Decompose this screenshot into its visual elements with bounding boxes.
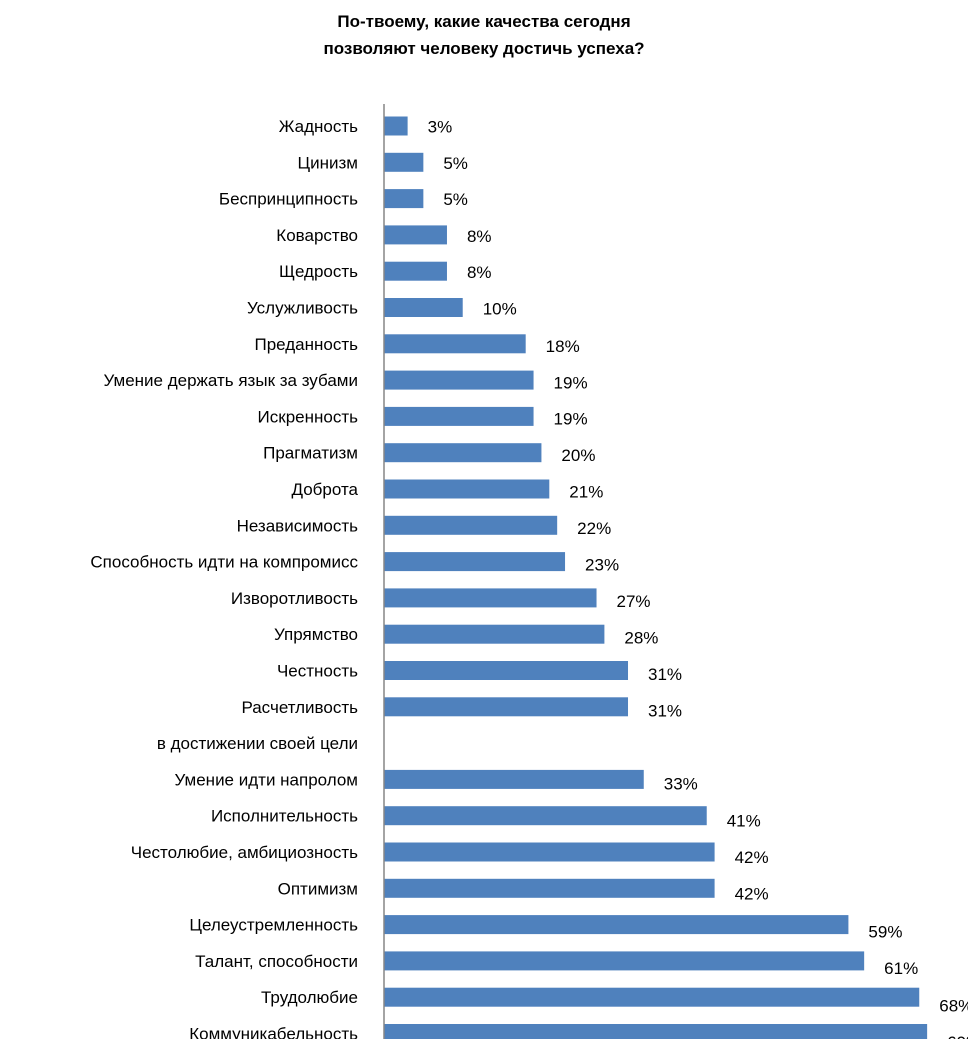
data-label: 3% [428, 117, 453, 136]
data-label: 23% [585, 555, 619, 574]
data-label: 8% [467, 263, 492, 282]
category-label: Беспринципность [219, 190, 358, 209]
bar [384, 116, 408, 136]
bar [384, 697, 629, 717]
bar [384, 189, 424, 209]
data-label: 61% [884, 959, 918, 978]
category-label: Способность идти на компромисс [90, 553, 358, 572]
bar [384, 479, 550, 499]
bar [384, 261, 447, 281]
data-label: 33% [664, 774, 698, 793]
bar [384, 152, 424, 172]
bar [384, 225, 447, 245]
category-label: Коварство [276, 226, 358, 245]
bar [384, 552, 566, 572]
category-label: Расчетливость [241, 698, 358, 717]
bar [384, 334, 526, 354]
bar [384, 951, 865, 971]
category-label: Цинизм [298, 153, 358, 172]
category-label: Умение держать язык за зубами [103, 371, 358, 390]
value-labels: 3% 5% 5% 8% 8% 10% 18% 19% 19% 20% 21% 22% 23% 27% 28%… [428, 117, 968, 1039]
category-label: Доброта [292, 480, 359, 499]
bar [384, 588, 597, 608]
category-label: Честолюбие, амбициозность [131, 843, 358, 862]
data-label: 20% [561, 446, 595, 465]
bar [384, 370, 534, 390]
category-label: Изворотливость [231, 589, 358, 608]
bar [384, 406, 534, 426]
data-label: 68% [939, 996, 968, 1015]
data-label: 21% [569, 483, 603, 502]
bar [384, 915, 849, 935]
data-label: 22% [577, 519, 611, 538]
data-label: 19% [554, 410, 588, 429]
category-labels: Жадность Цинизм Беспринципность Коварство Ще… [90, 117, 358, 1039]
category-label: Честность [277, 662, 358, 681]
data-label: 59% [868, 923, 902, 942]
bar [384, 806, 707, 826]
category-label: Целеустремленность [189, 916, 358, 935]
bar [384, 842, 715, 862]
data-label: 5% [443, 154, 468, 173]
bar [384, 1024, 928, 1039]
category-label: Умение идти напролом [175, 770, 359, 789]
category-label: Искренность [258, 407, 359, 426]
category-label: Трудолюбие [261, 988, 358, 1007]
category-label: Жадность [279, 117, 358, 136]
category-label: Щедрость [279, 262, 358, 281]
bar [384, 987, 920, 1007]
category-label: в достижении своей цели [157, 734, 358, 753]
bar [384, 661, 629, 680]
category-label: Преданность [254, 335, 358, 354]
bar [384, 443, 542, 463]
data-label: 10% [483, 300, 517, 319]
data-label: 18% [546, 337, 580, 356]
bar [384, 298, 463, 317]
chart-title-line-1: По-твоему, какие качества сегодня [337, 12, 631, 31]
data-label: 31% [648, 702, 682, 721]
category-label: Талант, способности [195, 952, 358, 971]
category-label: Независимость [237, 516, 359, 535]
category-label: Упрямство [274, 625, 358, 644]
bar [384, 769, 644, 789]
category-label: Исполнительность [211, 807, 358, 826]
category-label: Услужливость [247, 299, 358, 318]
data-label: 8% [467, 227, 492, 246]
chart-title-line-2: позволяют человеку достичь успеха? [323, 39, 645, 58]
category-label: Коммуникабельность [189, 1025, 358, 1039]
category-label: Прагматизм [263, 444, 358, 463]
data-label: 42% [735, 848, 769, 867]
category-label: Оптимизм [278, 879, 358, 898]
data-label: 19% [554, 373, 588, 392]
data-label: 42% [735, 884, 769, 903]
data-label: 5% [443, 190, 468, 209]
data-label: 41% [727, 812, 761, 831]
data-label: 31% [648, 665, 682, 684]
bar [384, 878, 715, 898]
chart-title: По-твоему, какие качества сегодня позвол… [0, 8, 968, 62]
bars-layer [384, 116, 928, 1039]
bar [384, 624, 605, 644]
data-label: 27% [617, 592, 651, 611]
data-label: 28% [624, 629, 658, 648]
data-label: 69% [947, 1033, 968, 1039]
bar [384, 515, 558, 535]
